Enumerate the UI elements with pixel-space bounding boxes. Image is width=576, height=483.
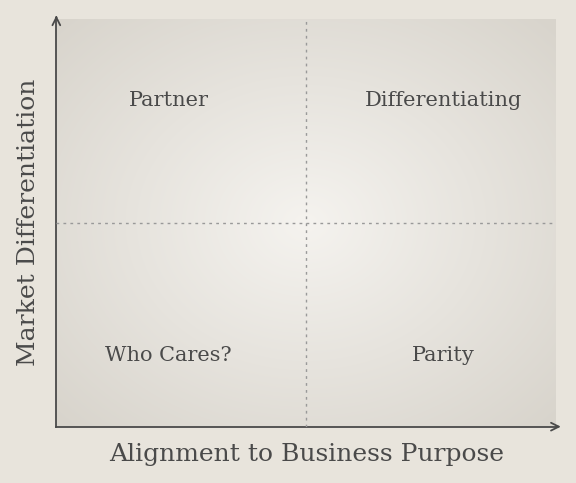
Text: Partner: Partner — [129, 91, 209, 110]
Y-axis label: Market Differentiation: Market Differentiation — [17, 79, 40, 367]
Text: Who Cares?: Who Cares? — [105, 346, 232, 365]
X-axis label: Alignment to Business Purpose: Alignment to Business Purpose — [109, 443, 503, 466]
Text: Differentiating: Differentiating — [365, 91, 522, 110]
Text: Parity: Parity — [412, 346, 475, 365]
